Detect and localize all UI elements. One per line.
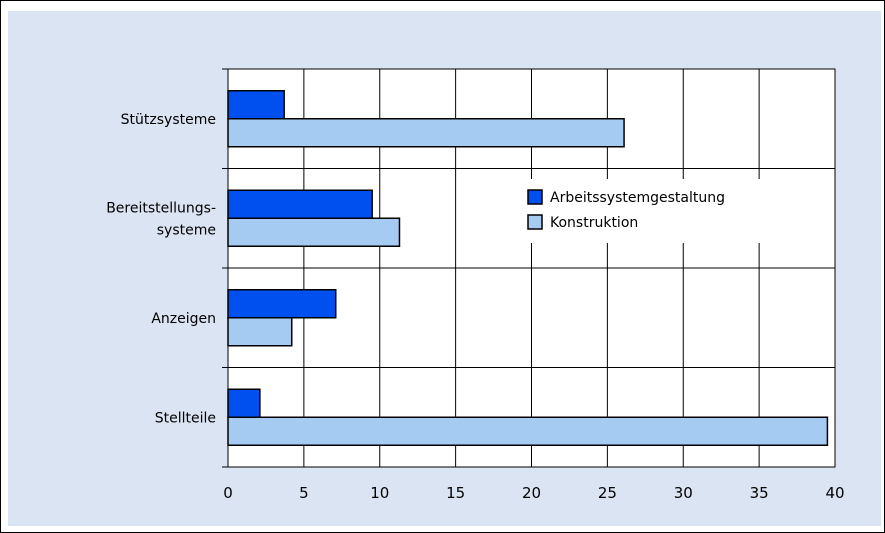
x-tick-label: 40 <box>825 484 844 502</box>
legend-label: Konstruktion <box>550 215 638 231</box>
category-label: Anzeigen <box>151 311 216 327</box>
x-tick-label: 20 <box>522 484 541 502</box>
category-label: Stützsysteme <box>121 112 216 128</box>
legend-swatch <box>527 214 543 230</box>
bar-arbeitssystemgestaltung <box>227 90 285 120</box>
legend-label: Arbeitssystemgestaltung <box>550 190 725 206</box>
category-label-line: systeme <box>157 222 216 238</box>
x-tick-label: 25 <box>598 484 617 502</box>
bar-arbeitssystemgestaltung <box>227 189 373 219</box>
x-tick-label: 5 <box>299 484 309 502</box>
bar-konstruktion <box>227 317 293 347</box>
bar-konstruktion <box>227 217 401 247</box>
category-label-line: Anzeigen <box>151 311 216 327</box>
legend-swatch <box>527 189 543 205</box>
x-tick-label: 0 <box>223 484 233 502</box>
legend: Arbeitssystemgestaltung Konstruktion <box>511 179 797 243</box>
category-label-line: Stützsysteme <box>121 112 216 128</box>
bar-arbeitssystemgestaltung <box>227 388 261 418</box>
legend-box <box>511 179 797 243</box>
bar-konstruktion <box>227 416 829 446</box>
bars <box>227 90 829 446</box>
category-label-line: Stellteile <box>155 410 216 426</box>
x-axis-ticks: 0 5 10 15 20 25 30 35 40 <box>223 484 844 502</box>
category-label: Bereitstellungs-systeme <box>106 200 216 238</box>
category-label: Stellteile <box>155 410 216 426</box>
bar-arbeitssystemgestaltung <box>227 289 337 319</box>
x-tick-label: 15 <box>446 484 465 502</box>
category-label-line: Bereitstellungs- <box>106 200 216 216</box>
x-tick-label: 10 <box>370 484 389 502</box>
x-tick-label: 30 <box>674 484 693 502</box>
x-tick-label: 35 <box>750 484 769 502</box>
category-labels: Stützsysteme Bereitstellungs-systeme Anzei… <box>106 112 216 427</box>
bar-konstruktion <box>227 118 625 148</box>
